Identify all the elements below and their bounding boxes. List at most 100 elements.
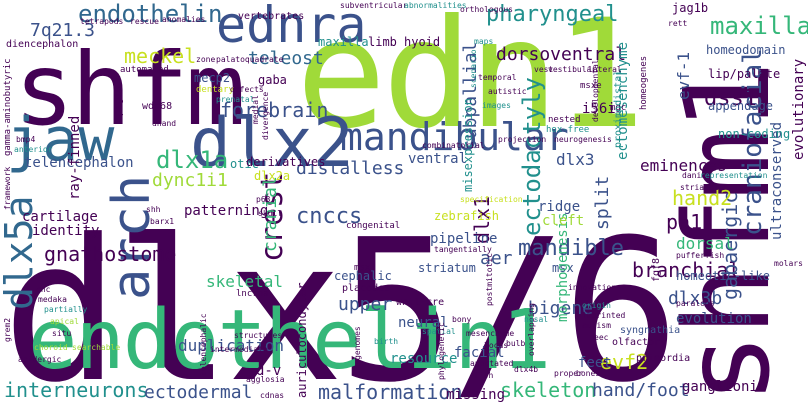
word-subventricular: subventricular <box>340 1 408 10</box>
word-temporal: temporal <box>478 73 517 82</box>
word-mesenchyme: mesenchyme <box>466 329 515 338</box>
word-skeleton: skeleton <box>500 378 597 402</box>
word-tangentially: tangentially <box>434 245 492 254</box>
word-ednra: ednra <box>216 0 367 54</box>
word-autistic: autistic <box>488 87 527 96</box>
word-meckel: meckel <box>124 44 197 68</box>
word-hyoid: hyoid <box>404 35 441 49</box>
word-automated: automated <box>120 65 169 75</box>
word-appendage: appendage <box>708 99 774 113</box>
word-phylogenetic: phylogenetic <box>437 322 446 380</box>
word-auriculocondylar: auriculocondylar <box>295 282 309 398</box>
word-annotated: annotated <box>470 359 514 368</box>
word-bigene: bigene <box>528 298 594 319</box>
word-hand2: hand2 <box>672 186 733 210</box>
word-abnormalities: abnormalities <box>404 1 467 10</box>
word-grem2: grem2 <box>3 317 12 342</box>
word-neural: neural <box>398 315 449 331</box>
word-paralogs: paralogs <box>676 299 715 308</box>
word-shh: shh <box>146 205 161 214</box>
word-placodes: placodes <box>342 283 391 294</box>
word-jaw: jaw <box>6 105 115 175</box>
word-ventral: ventral <box>408 151 468 167</box>
word-patterning: patterning <box>184 203 269 219</box>
word-dlx3b: dlx3b <box>668 288 723 309</box>
word-eec: eec <box>594 333 609 342</box>
word-teleost: teleost <box>248 48 324 69</box>
word-identity: identity <box>32 223 100 239</box>
word-i56i: i56i <box>582 101 616 117</box>
word-diencephalon: diencephalon <box>6 39 79 50</box>
word-dorsoventral: dorsoventral <box>496 44 627 65</box>
word-specification: specification <box>460 195 523 204</box>
word-mandible: mandible <box>518 236 624 261</box>
word-palatoquadrate: palatoquadrate <box>216 55 284 64</box>
word-homeodomain: homeodomain <box>706 43 786 57</box>
word-birth: birth <box>374 337 399 346</box>
word-resource: resource <box>390 351 458 367</box>
word-fish: fish <box>474 371 494 380</box>
word-congenital: congenital <box>346 221 401 231</box>
word-scenario: scenario <box>469 49 478 88</box>
word-telencephalon: telencephalon <box>24 155 134 171</box>
word-danio: danio <box>682 171 707 180</box>
word-endothelin1: endothelin1 <box>28 293 551 388</box>
word-homeoticlike: homeotic-like <box>676 269 770 283</box>
word-aer: aer <box>480 248 513 269</box>
word-evf2: evf2 <box>600 350 649 374</box>
word-maxilla: maxilla <box>318 35 369 49</box>
word-dentary: dentary <box>196 85 234 95</box>
word-hand-foot: hand/foot <box>592 380 690 401</box>
word-images: images <box>482 101 511 110</box>
word-peg10: peg10 <box>113 85 124 116</box>
word-olfactory: olfactory <box>612 337 667 348</box>
word-tetrapods: tetrapods <box>80 17 124 26</box>
word-noncoding: non-coding <box>718 127 791 141</box>
word-bmp4: bmp4 <box>16 135 36 144</box>
word-anterior: anterior <box>14 145 53 154</box>
word-derivatives: derivatives <box>246 155 326 169</box>
word-maxillary: maxillary <box>710 12 808 40</box>
word-pa1: pa1 <box>666 210 703 234</box>
word-divergence: divergence <box>261 91 270 140</box>
word-intermediate: intermediate <box>210 345 268 354</box>
word-wdr68: wdr68 <box>142 101 173 112</box>
word-striatum: striatum <box>418 261 476 275</box>
word-eminences: eminences <box>640 156 727 175</box>
word-evolution: evolution <box>676 311 752 327</box>
word-arch: arch <box>102 174 162 300</box>
word-spatial: spatial <box>422 327 456 336</box>
word-dhand: dhand <box>152 119 177 128</box>
word-mecp2: mecp2 <box>194 71 231 85</box>
word-zebrafish: zebrafish <box>434 209 500 223</box>
word-dlx56: dlx5/6 <box>2 198 680 404</box>
word-upper: upper <box>338 294 393 315</box>
word-msxe: msxe <box>580 81 602 91</box>
word-cnccs: cnccs <box>296 204 363 229</box>
word-autism: autism <box>582 321 611 330</box>
word-bony: bony <box>452 315 472 324</box>
word-medial: medial <box>251 95 260 124</box>
word-skeletal: skeletal <box>206 272 284 291</box>
word-evolutionary: evolutionary <box>791 58 807 160</box>
word-dv: d-v <box>256 363 282 379</box>
word-nasal: nasal <box>524 315 549 324</box>
word-combinatorial: combinatorial <box>422 141 485 150</box>
word-nested: nested <box>548 115 581 125</box>
word-gnathostome: gnathostome <box>44 242 177 266</box>
word-projection: projection <box>498 135 547 144</box>
word-mandibular: mandibular <box>340 115 569 159</box>
word-postmitotic: postmitotic <box>485 253 494 306</box>
word-proper: proper <box>554 369 583 378</box>
word-dss1: dss1 <box>704 86 757 111</box>
word-ganglionic: ganglionic <box>682 379 767 395</box>
word-interneurons: interneurons <box>4 378 149 402</box>
word-origin: origin <box>582 301 611 310</box>
word-gammaaminobutyric: gamma-aminobutyric <box>3 58 13 156</box>
word-p63: p63 <box>256 195 271 204</box>
word-facial: facial <box>454 345 505 361</box>
word-representation: representation <box>700 171 768 180</box>
word-vertebrates: vertebrates <box>238 11 305 22</box>
word-dync1i1: dync1i1 <box>152 170 228 191</box>
